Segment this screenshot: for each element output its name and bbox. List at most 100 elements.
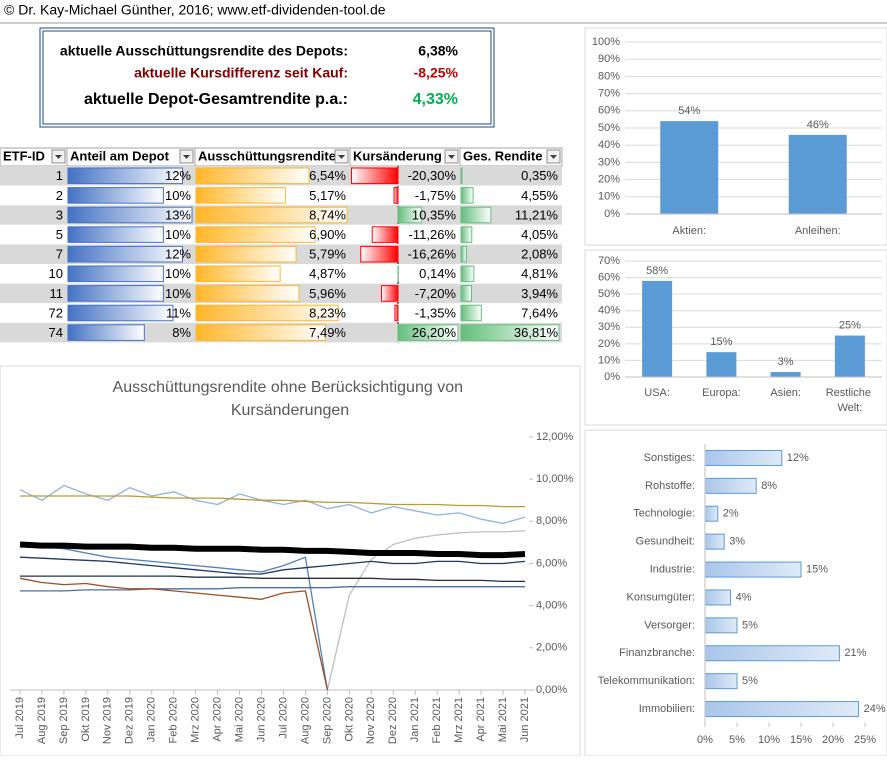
y-tick-label: 20% [598,174,620,186]
data-bar [196,246,296,262]
data-bar [196,286,299,302]
x-tick-label: Sep 2020 [321,697,333,744]
column-header: Ausschüttungsrendite [198,148,336,163]
x-tick-label: Mai 2020 [233,697,245,742]
x-tick-label: 10% [758,734,780,746]
column-header: Anteil am Depot [70,148,170,163]
data-bar [461,305,481,321]
y-tick-label: 8,00% [536,515,567,527]
y-tick-label: 30% [598,321,620,333]
x-tick-label: Mai 2021 [497,697,509,742]
data-bar [395,305,398,321]
x-tick-label: Jan 2021 [409,697,421,742]
cell-value: 4,81% [521,266,558,281]
cell-value: 3,94% [521,286,558,301]
x-tick-label: Asien: [770,387,801,399]
x-tick-label: 25% [854,734,876,746]
x-tick-label: Anleihen: [795,225,841,237]
x-tick-label: Jun 2020 [255,697,267,742]
etf-id: 11 [50,286,64,301]
summary-value: 4,33% [413,91,458,108]
data-bar [68,305,173,321]
cell-value: 2,08% [521,247,558,262]
x-tick-label: 0% [697,734,713,746]
data-label: 8% [761,480,777,492]
bar [705,534,724,549]
data-bar [394,188,398,204]
etf-id: 1 [56,168,63,183]
data-label: 5% [742,619,758,631]
y-tick-label: Telekommunikation: [598,675,695,687]
data-label: 3% [778,356,794,368]
data-bar [196,325,325,341]
bar [705,450,782,465]
data-bar [68,325,144,341]
x-tick-label: Europa: [702,387,741,399]
bar [705,590,731,605]
data-bar [372,227,398,243]
data-bar [461,207,491,223]
data-bar [196,227,315,243]
cell-value: 10% [165,266,191,281]
etf-id: 74 [49,325,63,340]
summary-value: 6,38% [418,43,458,59]
data-label: 3% [729,536,745,548]
bar [660,121,718,214]
etf-id: 3 [56,207,63,222]
x-tick-label: Jan 2020 [146,697,158,742]
cell-value: 26,20% [412,325,457,340]
y-tick-label: 0% [604,208,620,220]
data-label: 4% [736,591,752,603]
cell-value: -20,30% [408,168,457,183]
data-label: 12% [787,452,809,464]
y-tick-label: 50% [598,122,620,134]
y-tick-label: 60% [598,105,620,117]
bar [642,281,672,377]
cell-value: 11,21% [515,207,559,222]
data-bar [361,246,398,262]
data-label: 25% [839,319,861,331]
x-tick-label: Aug 2019 [36,697,48,744]
y-tick-label: 80% [598,70,620,82]
data-label: 58% [646,265,668,277]
cell-value: 10% [165,286,191,301]
y-tick-label: Konsumgüter: [627,591,695,603]
column-header: ETF-ID [3,148,45,163]
data-bar [461,168,462,184]
data-bar [461,188,473,204]
cell-value: -1,75% [415,188,457,203]
y-tick-label: 70% [598,88,620,100]
data-label: 46% [807,119,829,131]
y-tick-label: 100% [592,36,620,48]
data-bar [68,286,163,302]
bar [705,506,718,521]
x-tick-label: 20% [822,734,844,746]
cell-value: 36,81% [514,325,559,340]
cell-value: 5,17% [309,188,346,203]
x-tick-label: Apr 2021 [475,697,487,742]
cell-value: 12% [165,168,191,183]
cell-value: 4,55% [521,188,558,203]
data-label: 15% [710,336,732,348]
cell-value: 8% [172,325,191,340]
etf-id: 7 [56,247,63,262]
etf-id: 5 [56,227,63,242]
cell-value: 10,35% [412,207,457,222]
y-tick-label: Sonstiges: [644,452,695,464]
y-tick-label: 2,00% [536,642,567,654]
cell-value: 10% [165,227,191,242]
cell-value: 7,49% [309,325,346,340]
y-tick-label: 90% [598,53,620,65]
etf-id: 2 [56,188,63,203]
data-label: 15% [806,563,828,575]
cell-value: 10% [165,188,191,203]
y-tick-label: 40% [598,139,620,151]
cell-value: -1,35% [415,305,457,320]
x-tick-label: Mrz 2021 [453,697,465,743]
cell-value: 6,54% [309,168,346,183]
x-tick-label: Feb 2020 [168,697,180,743]
cell-value: 5,79% [309,247,346,262]
y-tick-label: 4,00% [536,600,567,612]
cell-value: 12% [165,247,191,262]
